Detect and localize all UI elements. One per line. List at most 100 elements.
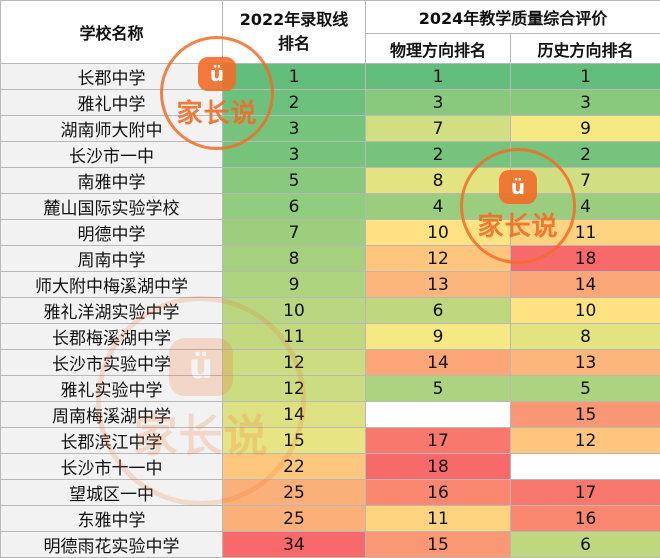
cell-physics-rank: 10 — [366, 220, 511, 246]
header-admission-rank-2022: 2022年录取线排名 — [223, 1, 366, 64]
cell-physics-rank: 3 — [366, 90, 511, 116]
cell-history-rank: 5 — [511, 376, 660, 402]
cell-school-name: 师大附中梅溪湖中学 — [1, 272, 223, 298]
cell-physics-rank: 11 — [366, 506, 511, 532]
cell-history-rank: 10 — [511, 298, 660, 324]
cell-school-name: 长沙市一中 — [1, 142, 223, 168]
cell-rank-2022: 34 — [223, 532, 366, 558]
cell-school-name: 望城区一中 — [1, 480, 223, 506]
cell-rank-2022: 6 — [223, 194, 366, 220]
cell-history-rank: 7 — [511, 168, 660, 194]
cell-rank-2022: 25 — [223, 480, 366, 506]
cell-school-name: 长沙市实验中学 — [1, 350, 223, 376]
cell-school-name: 雅礼实验中学 — [1, 376, 223, 402]
cell-rank-2022: 22 — [223, 454, 366, 480]
cell-physics-rank: 2 — [366, 142, 511, 168]
cell-history-rank: 1 — [511, 64, 660, 90]
cell-school-name: 明德雨花实验中学 — [1, 532, 223, 558]
cell-school-name: 湖南师大附中 — [1, 116, 223, 142]
cell-physics-rank: 13 — [366, 272, 511, 298]
cell-history-rank: 6 — [511, 532, 660, 558]
cell-history-rank: 15 — [511, 402, 660, 428]
cell-school-name: 东雅中学 — [1, 506, 223, 532]
cell-school-name: 雅礼中学 — [1, 90, 223, 116]
cell-physics-rank: 1 — [366, 64, 511, 90]
cell-history-rank: 16 — [511, 506, 660, 532]
cell-physics-rank: 17 — [366, 428, 511, 454]
cell-physics-rank: 7 — [366, 116, 511, 142]
cell-physics-rank: 6 — [366, 298, 511, 324]
cell-rank-2022: 3 — [223, 142, 366, 168]
cell-school-name: 长郡梅溪湖中学 — [1, 324, 223, 350]
cell-rank-2022: 7 — [223, 220, 366, 246]
header-school-name: 学校名称 — [1, 1, 223, 64]
cell-school-name: 雅礼洋湖实验中学 — [1, 298, 223, 324]
cell-rank-2022: 11 — [223, 324, 366, 350]
cell-history-rank: 8 — [511, 324, 660, 350]
cell-physics-rank: 8 — [366, 168, 511, 194]
cell-history-rank: 12 — [511, 428, 660, 454]
cell-physics-rank: 15 — [366, 532, 511, 558]
cell-rank-2022: 9 — [223, 272, 366, 298]
cell-rank-2022: 3 — [223, 116, 366, 142]
cell-school-name: 明德中学 — [1, 220, 223, 246]
cell-rank-2022: 14 — [223, 402, 366, 428]
header-history-rank: 历史方向排名 — [511, 34, 660, 64]
cell-school-name: 长沙市十一中 — [1, 454, 223, 480]
cell-physics-rank: 14 — [366, 350, 511, 376]
cell-school-name: 麓山国际实验学校 — [1, 194, 223, 220]
cell-rank-2022: 1 — [223, 64, 366, 90]
cell-physics-rank: 5 — [366, 376, 511, 402]
cell-physics-rank: 16 — [366, 480, 511, 506]
cell-physics-rank — [366, 402, 511, 428]
cell-rank-2022: 25 — [223, 506, 366, 532]
cell-history-rank: 13 — [511, 350, 660, 376]
cell-rank-2022: 5 — [223, 168, 366, 194]
header-eval-2024: 2024年教学质量综合评价 — [366, 1, 660, 34]
cell-physics-rank: 18 — [366, 454, 511, 480]
cell-school-name: 长郡中学 — [1, 64, 223, 90]
cell-history-rank: 2 — [511, 142, 660, 168]
cell-physics-rank: 4 — [366, 194, 511, 220]
cell-history-rank: 4 — [511, 194, 660, 220]
cell-history-rank: 14 — [511, 272, 660, 298]
cell-physics-rank: 12 — [366, 246, 511, 272]
cell-history-rank: 9 — [511, 116, 660, 142]
header-physics-rank: 物理方向排名 — [366, 34, 511, 64]
cell-school-name: 南雅中学 — [1, 168, 223, 194]
cell-school-name: 周南中学 — [1, 246, 223, 272]
cell-physics-rank: 9 — [366, 324, 511, 350]
cell-history-rank: 17 — [511, 480, 660, 506]
cell-rank-2022: 15 — [223, 428, 366, 454]
cell-rank-2022: 12 — [223, 376, 366, 402]
cell-rank-2022: 8 — [223, 246, 366, 272]
cell-rank-2022: 2 — [223, 90, 366, 116]
cell-history-rank — [511, 454, 660, 480]
cell-history-rank: 3 — [511, 90, 660, 116]
cell-school-name: 周南梅溪湖中学 — [1, 402, 223, 428]
cell-history-rank: 18 — [511, 246, 660, 272]
cell-school-name: 长郡滨江中学 — [1, 428, 223, 454]
cell-history-rank: 11 — [511, 220, 660, 246]
cell-rank-2022: 10 — [223, 298, 366, 324]
